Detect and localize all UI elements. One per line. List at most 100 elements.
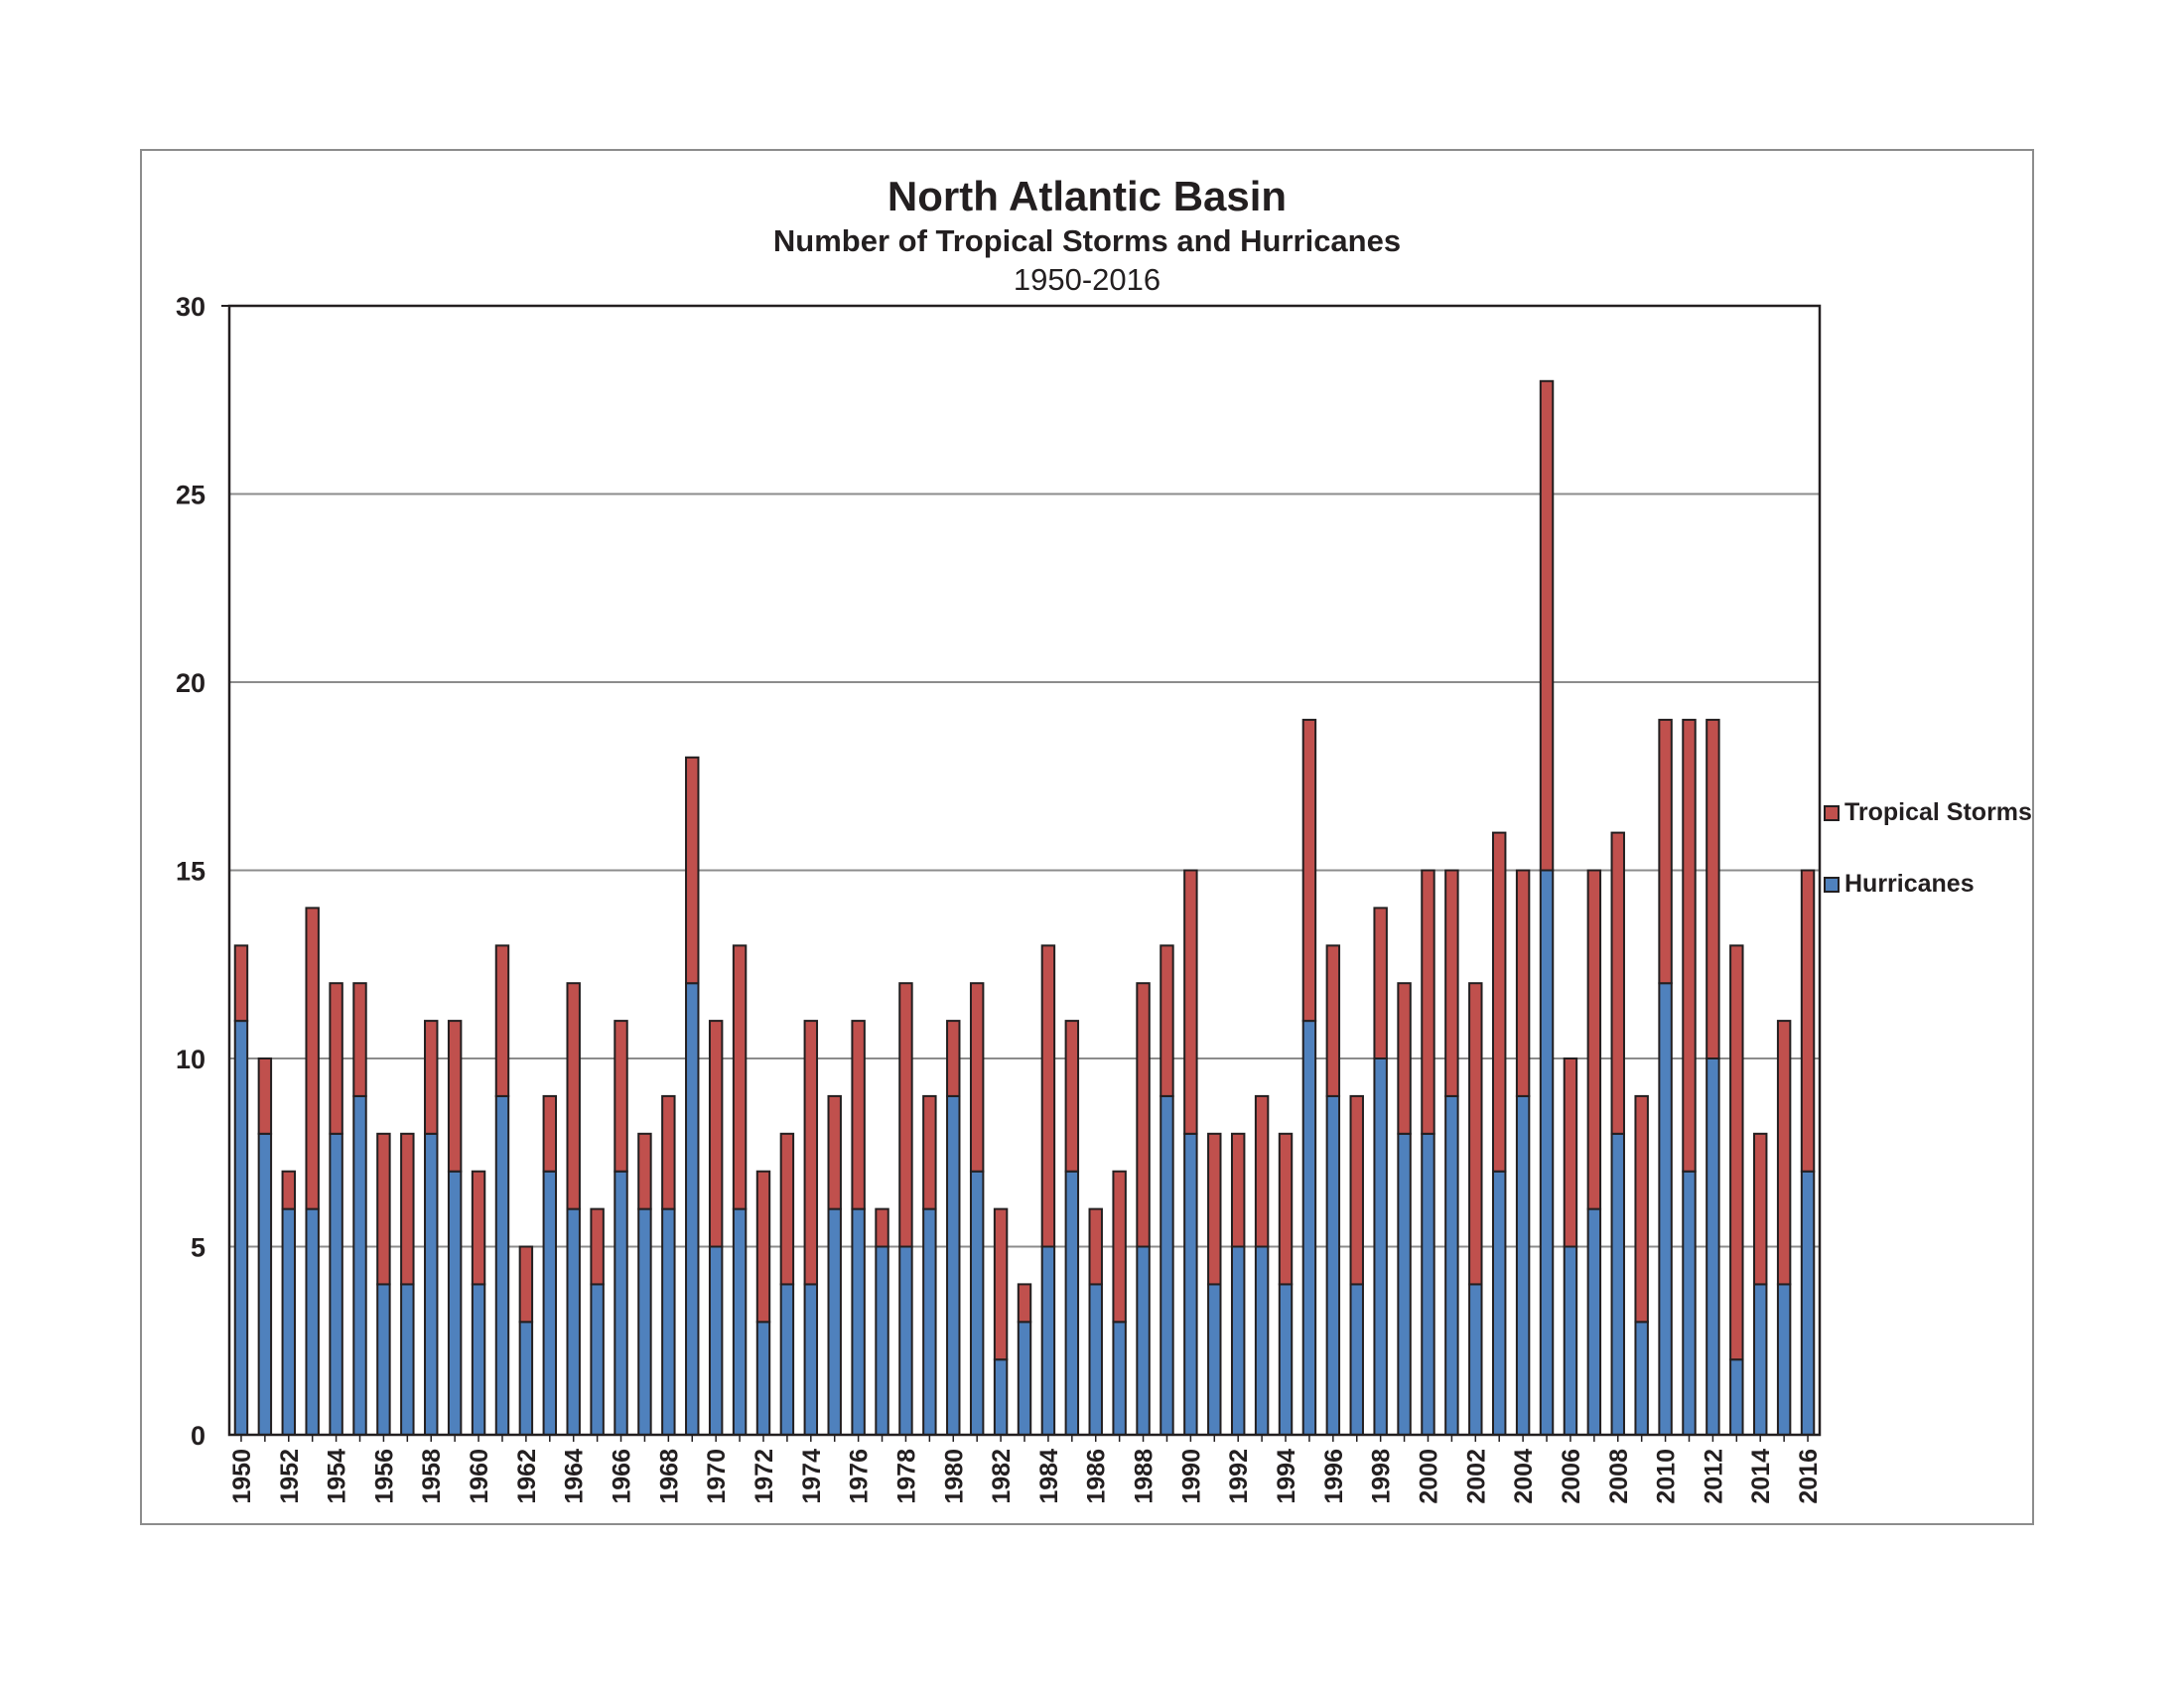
bar-tropical-storms-2010 xyxy=(1658,718,1673,985)
bar-tropical-storms-2008 xyxy=(1610,831,1625,1135)
x-tick-label: 1952 xyxy=(276,1449,304,1504)
bar-hurricanes-1990 xyxy=(1183,1132,1198,1437)
bar-tropical-storms-1991 xyxy=(1207,1132,1222,1286)
bar-tropical-storms-2004 xyxy=(1515,869,1531,1097)
x-tick-label: 1990 xyxy=(1177,1449,1205,1504)
bar-tropical-storms-2001 xyxy=(1444,869,1459,1097)
bar-hurricanes-2005 xyxy=(1539,869,1555,1436)
legend-label: Hurricanes xyxy=(1844,870,1975,898)
x-tick-label: 1982 xyxy=(988,1449,1016,1504)
x-tick-label: 1998 xyxy=(1368,1449,1396,1504)
bar-tropical-storms-2015 xyxy=(1776,1020,1792,1286)
bar-tropical-storms-1955 xyxy=(352,982,367,1097)
bar-tropical-storms-1956 xyxy=(376,1132,391,1286)
axes xyxy=(221,304,1822,1442)
gridlines xyxy=(229,492,1820,1248)
bar-hurricanes-1960 xyxy=(471,1283,486,1437)
bar-tropical-storms-2011 xyxy=(1682,718,1697,1173)
legend-label: Tropical Storms xyxy=(1844,798,2032,826)
legend-swatch xyxy=(1824,877,1840,893)
bar-hurricanes-1997 xyxy=(1349,1283,1364,1437)
x-tick-label: 1980 xyxy=(940,1449,968,1504)
bar-tropical-storms-1958 xyxy=(424,1020,439,1135)
bar-hurricanes-1954 xyxy=(329,1132,343,1437)
bar-hurricanes-1966 xyxy=(614,1170,628,1436)
bar-hurricanes-1973 xyxy=(779,1283,795,1437)
bar-tropical-storms-1960 xyxy=(471,1170,486,1286)
x-tick-label: 1962 xyxy=(513,1449,541,1504)
bar-hurricanes-1984 xyxy=(1040,1245,1056,1436)
bar-hurricanes-1961 xyxy=(494,1094,510,1437)
bar-hurricanes-2014 xyxy=(1753,1283,1768,1437)
bar-tropical-storms-1959 xyxy=(447,1020,463,1173)
chart-title: North Atlantic Basin xyxy=(887,173,1287,219)
bar-hurricanes-1952 xyxy=(281,1207,296,1436)
bar-hurricanes-2015 xyxy=(1776,1283,1792,1437)
bar-hurricanes-1996 xyxy=(1325,1094,1341,1437)
bar-hurricanes-1998 xyxy=(1373,1057,1388,1436)
bar-hurricanes-2002 xyxy=(1468,1283,1483,1437)
bar-tropical-storms-2005 xyxy=(1539,379,1555,872)
x-tick-label: 1970 xyxy=(703,1449,731,1504)
x-tick-label: 1958 xyxy=(418,1449,446,1504)
x-tick-label: 1956 xyxy=(370,1449,398,1504)
bar-tropical-storms-1985 xyxy=(1064,1020,1080,1173)
bar-hurricanes-1991 xyxy=(1207,1283,1222,1437)
x-tick-label: 1978 xyxy=(892,1449,920,1504)
y-tick-label: 25 xyxy=(176,481,205,510)
bar-hurricanes-1967 xyxy=(637,1207,652,1436)
bar-tropical-storms-2000 xyxy=(1421,869,1435,1135)
bar-tropical-storms-1981 xyxy=(969,982,985,1173)
bar-tropical-storms-1987 xyxy=(1112,1170,1127,1324)
bar-hurricanes-1979 xyxy=(922,1207,937,1436)
bar-hurricanes-1986 xyxy=(1088,1283,1103,1437)
x-tick-label: 1966 xyxy=(609,1449,636,1504)
bar-hurricanes-1993 xyxy=(1254,1245,1270,1436)
bar-tropical-storms-1957 xyxy=(400,1132,415,1286)
bars xyxy=(233,379,1816,1437)
bar-hurricanes-1983 xyxy=(1017,1321,1032,1437)
bar-tropical-storms-1996 xyxy=(1325,944,1341,1097)
y-tick-label: 5 xyxy=(191,1233,205,1263)
bar-hurricanes-1982 xyxy=(993,1358,1009,1436)
bar-hurricanes-1977 xyxy=(875,1245,889,1436)
plot-area-border xyxy=(227,304,1822,1437)
bar-tropical-storms-1969 xyxy=(685,756,700,985)
bar-tropical-storms-1990 xyxy=(1183,869,1198,1135)
bar-tropical-storms-1986 xyxy=(1088,1207,1103,1286)
bar-tropical-storms-2014 xyxy=(1753,1132,1768,1286)
y-tick-label: 15 xyxy=(176,857,205,887)
bar-hurricanes-1965 xyxy=(590,1283,605,1437)
bar-tropical-storms-1982 xyxy=(993,1207,1009,1361)
bar-tropical-storms-1975 xyxy=(827,1094,842,1210)
bar-tropical-storms-1992 xyxy=(1230,1132,1246,1248)
y-tick-label: 30 xyxy=(176,292,205,322)
bar-hurricanes-1958 xyxy=(424,1132,439,1437)
bar-tropical-storms-1997 xyxy=(1349,1094,1364,1286)
x-tick-label: 2006 xyxy=(1558,1449,1585,1504)
bar-tropical-storms-1977 xyxy=(875,1207,889,1248)
bar-tropical-storms-1970 xyxy=(708,1020,724,1248)
bar-tropical-storms-2012 xyxy=(1706,718,1720,1060)
x-tick-label: 1950 xyxy=(228,1449,256,1504)
chart-subtitle: Number of Tropical Storms and Hurricanes xyxy=(773,223,1401,258)
x-tick-label: 1984 xyxy=(1035,1449,1063,1504)
bar-hurricanes-1975 xyxy=(827,1207,842,1436)
bar-tropical-storms-1968 xyxy=(661,1094,676,1210)
x-tick-label: 1976 xyxy=(846,1449,874,1504)
bar-hurricanes-1971 xyxy=(732,1207,748,1436)
x-tick-label: 1988 xyxy=(1131,1449,1159,1504)
bar-hurricanes-2003 xyxy=(1491,1170,1507,1436)
bar-hurricanes-1995 xyxy=(1301,1020,1317,1436)
x-tick-label: 1996 xyxy=(1320,1449,1348,1504)
bar-hurricanes-2006 xyxy=(1563,1245,1578,1436)
bar-tropical-storms-2003 xyxy=(1491,831,1507,1173)
bar-tropical-storms-1978 xyxy=(898,982,913,1248)
y-tick-label: 0 xyxy=(191,1421,205,1451)
bar-hurricanes-1972 xyxy=(755,1321,771,1437)
bar-hurricanes-2009 xyxy=(1634,1321,1649,1437)
bar-hurricanes-1950 xyxy=(233,1020,249,1436)
y-tick-label: 10 xyxy=(176,1045,205,1074)
x-tick-label: 1992 xyxy=(1225,1449,1253,1504)
bar-tropical-storms-1989 xyxy=(1160,944,1174,1097)
